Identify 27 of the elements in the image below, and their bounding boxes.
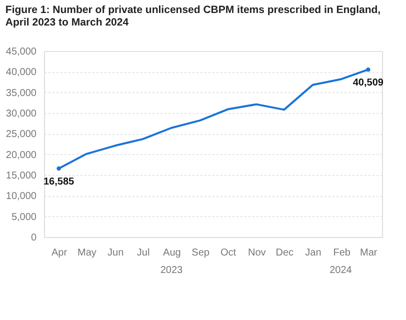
text: 2023	[160, 265, 183, 276]
text: 2024	[330, 265, 352, 276]
x-tick-label: Oct	[220, 248, 236, 258]
y-tick-label: 45,000	[6, 46, 37, 58]
y-tick-label: 35,000	[6, 88, 37, 99]
x-tick-label: Mar	[360, 248, 378, 258]
x-tick-label: Apr	[51, 248, 68, 258]
y-tick-label: 10,000	[6, 191, 37, 202]
x-tick-label: Jan	[305, 248, 322, 258]
y-tick-label: 20,000	[6, 150, 37, 161]
x-tick-label: Nov	[248, 248, 266, 258]
y-tick-label: 25,000	[6, 129, 37, 140]
chart-title: Figure 1: Number of private unlicensed CBPM items prescribed in England, April 2023 to March 2024	[5, 4, 381, 28]
y-tick-label: 0	[30, 232, 37, 244]
x-tick-label: May	[78, 248, 96, 258]
y-tick-label: 15,000	[6, 170, 37, 182]
data-label: 16,585	[43, 176, 75, 188]
x-tick-label: Jun	[108, 248, 124, 258]
x-tick-label: Aug	[163, 248, 181, 258]
x-tick-label: Dec	[276, 248, 294, 258]
y-tick-label: 30,000	[6, 108, 37, 120]
x-tick-label: Feb	[333, 248, 351, 258]
y-tick-label: 5,000	[11, 212, 37, 223]
data-label: 40,509	[352, 78, 384, 89]
x-tick-label: Jul	[136, 248, 150, 258]
y-tick-label: 40,000	[6, 67, 37, 78]
x-tick-label: Sep	[192, 248, 210, 258]
